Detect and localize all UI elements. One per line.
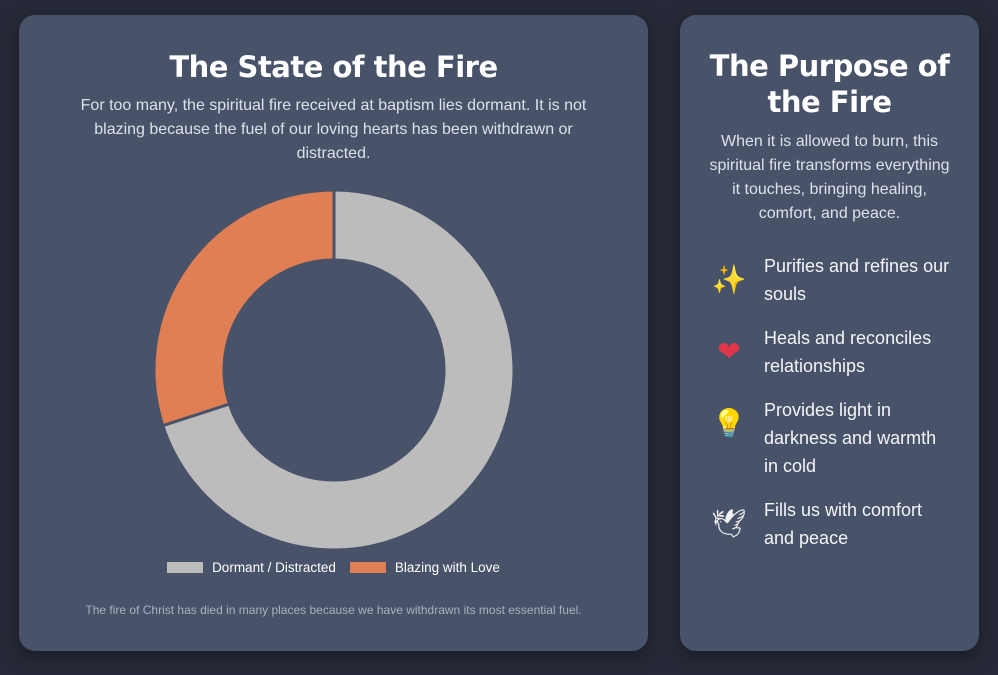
lightbulb-icon: 💡: [711, 407, 747, 439]
dove-icon: 🕊: [711, 507, 747, 539]
purpose-list: ✨ Purifies and refines our souls ❤ Heals an…: [710, 252, 979, 552]
legend-swatch: [349, 562, 386, 573]
legend-item[interactable]: Blazing with Love: [349, 560, 500, 575]
sparkles-icon: ✨: [711, 263, 747, 295]
legend-label: Dormant / Distracted: [212, 560, 336, 575]
purpose-item-text: Provides light in darkness and warmth in…: [764, 400, 937, 476]
legend-item[interactable]: Dormant / Distracted: [167, 560, 336, 575]
purpose-item: ❤ Heals and reconciles relationships: [710, 324, 979, 380]
donut-slice-dormant[interactable]: [160, 188, 516, 552]
legend-label: Blazing with Love: [394, 560, 500, 575]
donut-slice-blazing[interactable]: [152, 188, 336, 428]
legend-swatch: [167, 562, 204, 573]
donut-chart-svg: [152, 188, 516, 552]
purpose-item: 💡 Provides light in darkness and warmth i…: [710, 396, 979, 480]
purpose-of-fire-card: The Purpose of the Fire When it is allow…: [680, 15, 979, 651]
state-of-fire-card: The State of the Fire For too many, the …: [19, 15, 648, 651]
purpose-item-text: Fills us with comfort and peace: [764, 500, 923, 548]
state-of-fire-title: The State of the Fire: [169, 50, 498, 84]
bandaged-heart-icon: ❤: [717, 335, 741, 367]
state-of-fire-description: For too many, the spiritual fire receive…: [80, 97, 587, 162]
chart-legend: Dormant / Distracted Blazing with Love: [19, 560, 648, 575]
purpose-of-fire-description: When it is allowed to burn, this spiritu…: [709, 133, 950, 222]
donut-chart: [19, 185, 648, 555]
purpose-item: ✨ Purifies and refines our souls: [710, 252, 979, 308]
purpose-item: 🕊 Fills us with comfort and peace: [710, 496, 979, 552]
purpose-item-text: Purifies and refines our souls: [764, 256, 950, 304]
state-of-fire-footnote: The fire of Christ has died in many plac…: [85, 603, 582, 617]
purpose-item-text: Heals and reconciles relationships: [764, 328, 932, 376]
purpose-of-fire-title: The Purpose of the Fire: [709, 49, 950, 119]
